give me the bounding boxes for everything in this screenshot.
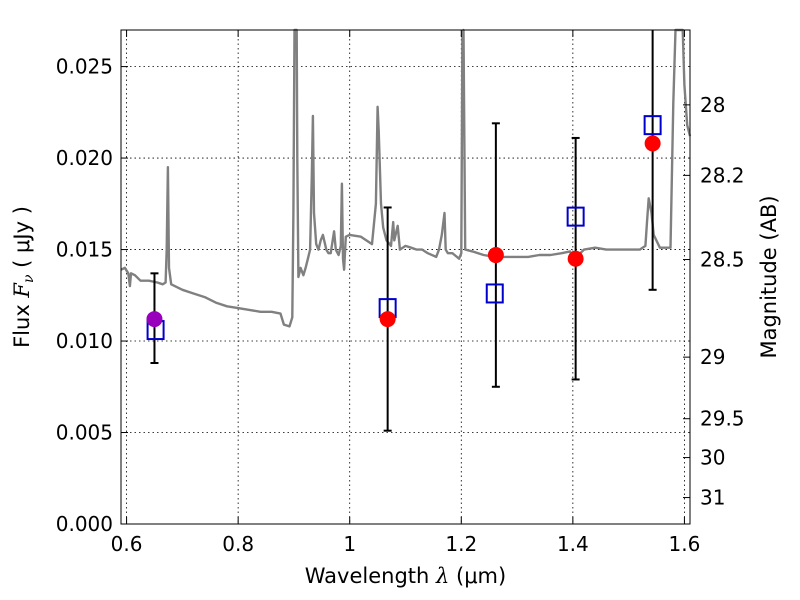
y-tick-label: 0.025: [56, 55, 113, 79]
observed-point: [487, 247, 504, 264]
observed-point: [644, 135, 661, 152]
x-axis-label: Wavelength λ (μm): [305, 564, 506, 588]
errorbar-layer: [150, 30, 657, 432]
y-axis-label-symbol: F: [10, 282, 34, 299]
y-tick-label: 0.000: [56, 512, 113, 536]
y-axis-label-prefix: Flux: [10, 298, 34, 348]
y2-tick-label: 29: [700, 345, 725, 369]
y-tick-label: 0.020: [56, 146, 113, 170]
x-tick-label: 1.6: [669, 532, 701, 556]
grid: [121, 30, 690, 525]
plot-frame: [120, 29, 691, 525]
ticks: 0.6 0.8 1 1.2 1.4 1.6 0.000 0.005 0.010 0.015 0.02…: [56, 30, 745, 556]
model-point: [566, 206, 585, 227]
y2-tick-label: 28.5: [700, 248, 745, 272]
y-tick-label: 0.010: [56, 329, 113, 353]
spectrum-layer: [120, 28, 692, 328]
y2-tick-label: 28: [700, 93, 725, 117]
x-tick-label: 0.8: [222, 532, 254, 556]
y-tick-label: 0.015: [56, 238, 113, 262]
y2-tick-label: 30: [700, 446, 725, 470]
model-point: [485, 283, 504, 304]
x-axis-label-prefix: Wavelength: [305, 564, 436, 588]
observed-point: [146, 311, 163, 328]
x-axis-label-symbol: λ: [435, 564, 449, 588]
y2-tick-label: 29.5: [700, 407, 745, 431]
y-axis-label: Flux Fν ( μJy ): [10, 206, 37, 348]
y-axis-label-unit: ( μJy ): [10, 206, 34, 274]
observed-point: [567, 250, 584, 267]
y-tick-label: 0.005: [56, 421, 113, 445]
model-points-layer: [146, 115, 662, 341]
x-tick-label: 0.6: [111, 532, 143, 556]
x-tick-label: 1.2: [445, 532, 477, 556]
model-point: [643, 115, 662, 136]
y-axis-label-subscript: ν: [21, 274, 37, 283]
y2-tick-label: 28.2: [700, 163, 745, 187]
spectrum-line: [120, 28, 692, 328]
x-tick-label: 1: [343, 532, 356, 556]
x-tick-label: 1.4: [557, 532, 589, 556]
x-axis-label-unit: (μm): [449, 564, 506, 588]
observed-points-layer: [146, 135, 661, 328]
observed-point: [379, 311, 396, 328]
y2-tick-label: 31: [700, 486, 725, 510]
y2-axis-label: Magnitude (AB): [757, 195, 781, 358]
